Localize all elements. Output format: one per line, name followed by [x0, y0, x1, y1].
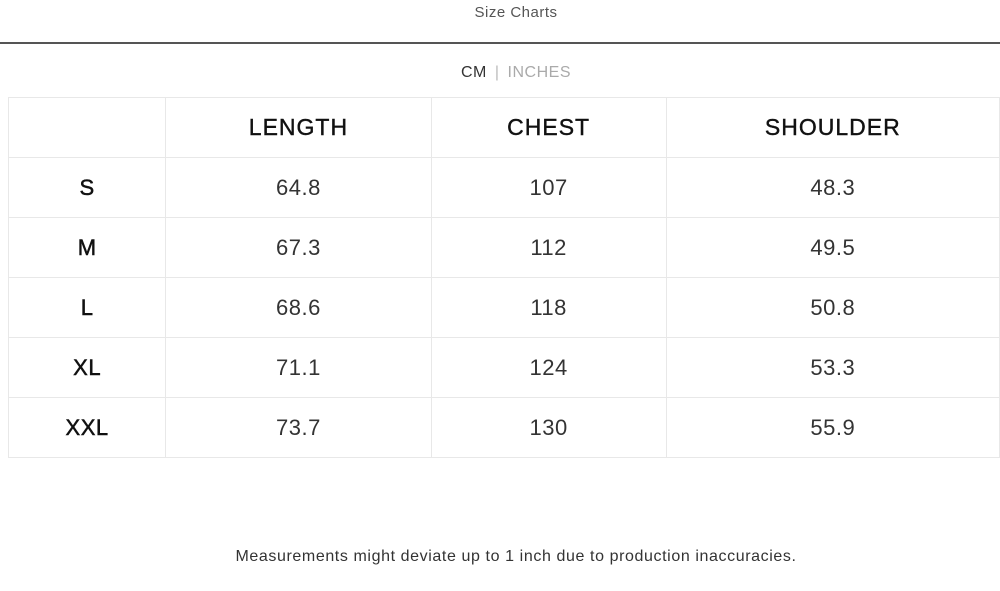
table-row: L 68.6 118 50.8 [7, 277, 1000, 338]
cell-chest: 130 [430, 397, 667, 458]
cell-chest: 107 [430, 157, 667, 218]
cell-size: XXL [7, 397, 167, 458]
cell-chest: 118 [430, 277, 667, 338]
cell-shoulder: 50.8 [665, 277, 1000, 338]
header-size [7, 97, 167, 158]
cell-size: L [7, 277, 167, 338]
page-title: Size Charts [474, 4, 558, 21]
size-chart-table: LENGTH CHEST SHOULDER S 64.8 107 48.3 M 67.3 1… [7, 97, 1000, 458]
divider [0, 42, 1000, 44]
header-chest: CHEST [430, 97, 667, 158]
cell-size: M [7, 217, 167, 278]
unit-separator: | [494, 64, 500, 81]
cell-shoulder: 48.3 [665, 157, 1000, 218]
header-length: LENGTH [165, 97, 432, 158]
measurement-note: Measurements might deviate up to 1 inch … [235, 548, 797, 565]
unit-toggle: CM | INCHES [0, 64, 1000, 82]
cell-size: XL [7, 337, 167, 398]
table-header-row: LENGTH CHEST SHOULDER [7, 97, 1000, 158]
cell-length: 68.6 [165, 277, 432, 338]
table-row: S 64.8 107 48.3 [7, 157, 1000, 218]
cell-shoulder: 55.9 [665, 397, 1000, 458]
cell-size: S [7, 157, 167, 218]
cell-length: 64.8 [165, 157, 432, 218]
cell-shoulder: 49.5 [665, 217, 1000, 278]
table-row: XXL 73.7 130 55.9 [7, 397, 1000, 458]
cell-chest: 112 [430, 217, 667, 278]
cell-length: 71.1 [165, 337, 432, 398]
table-row: XL 71.1 124 53.3 [7, 337, 1000, 398]
cell-chest: 124 [430, 337, 667, 398]
unit-cm-button[interactable]: CM [461, 64, 487, 81]
table-row: M 67.3 112 49.5 [7, 217, 1000, 278]
unit-inches-button[interactable]: INCHES [507, 64, 571, 81]
cell-length: 67.3 [165, 217, 432, 278]
header-shoulder: SHOULDER [665, 97, 1000, 158]
cell-shoulder: 53.3 [665, 337, 1000, 398]
cell-length: 73.7 [165, 397, 432, 458]
